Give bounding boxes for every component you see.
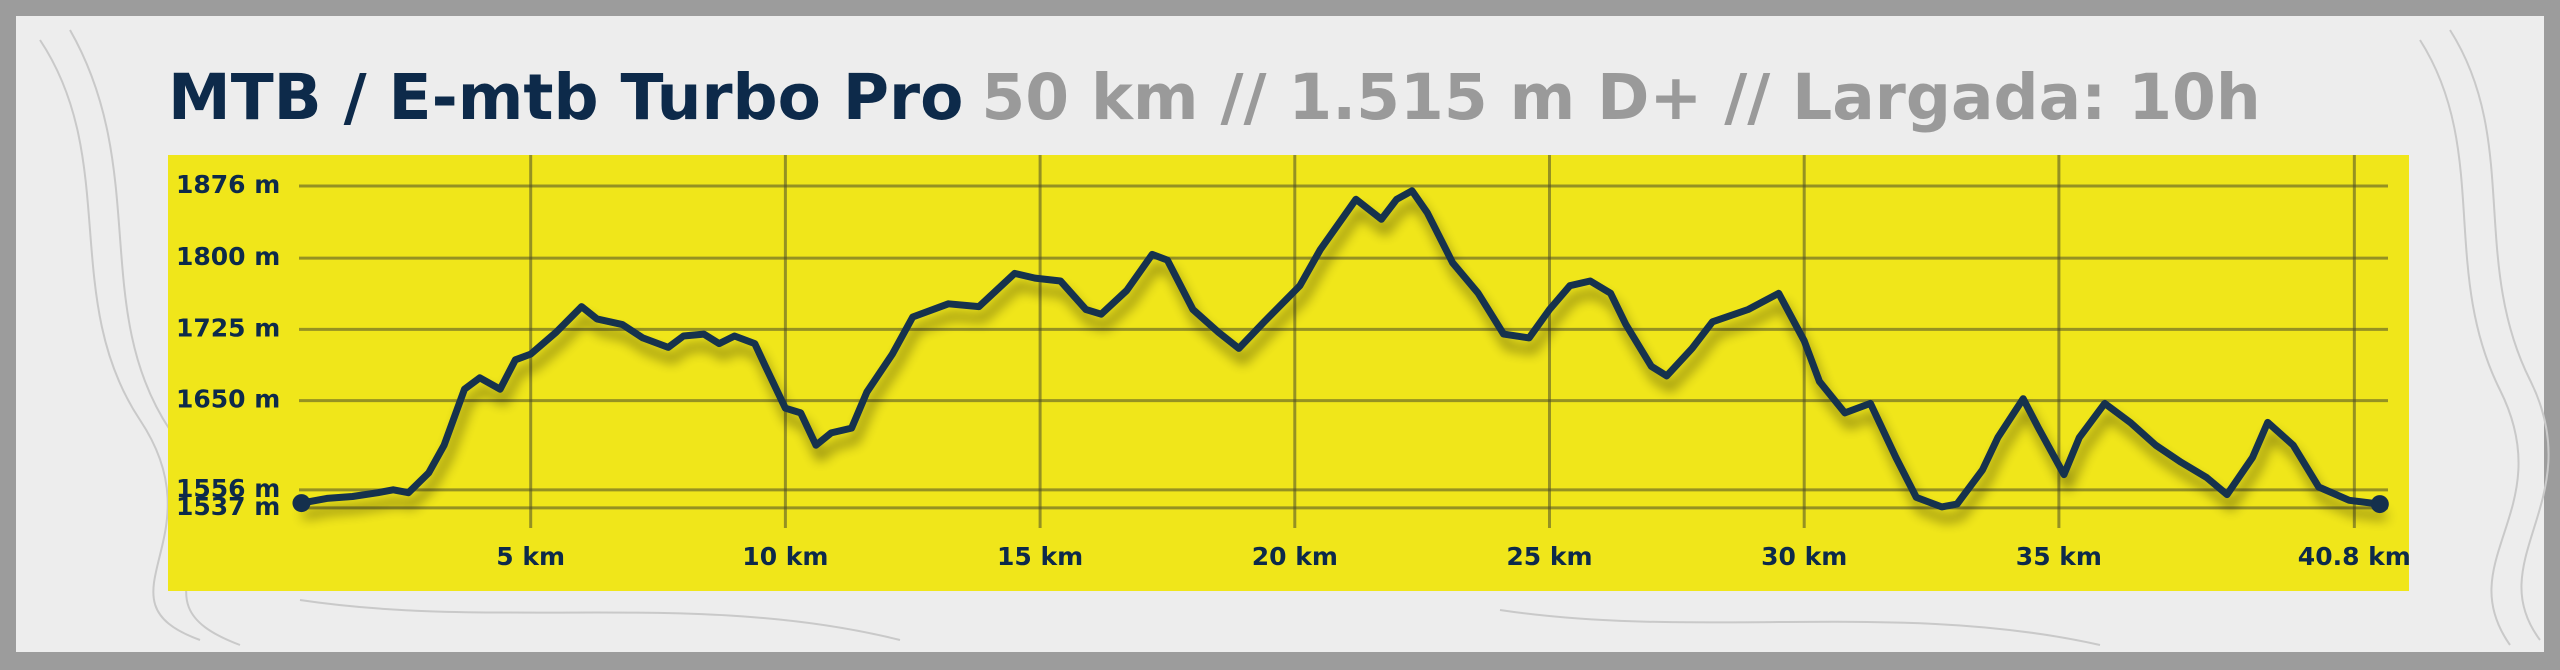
y-tick-label: 1800 m — [176, 242, 280, 271]
x-tick-label: 5 km — [496, 542, 565, 571]
elevation-line — [298, 187, 2384, 511]
plot-panel — [168, 155, 2409, 591]
y-tick-label: 1876 m — [176, 170, 280, 199]
x-tick-label: 20 km — [1252, 542, 1338, 571]
marks — [292, 187, 2389, 514]
y-tick-label: 1650 m — [176, 385, 280, 414]
x-tick-label: 30 km — [1761, 542, 1847, 571]
chart-subtitle: 50 km // 1.515 m D+ // Largada: 10h — [981, 61, 2260, 134]
x-tick-label: 35 km — [2016, 542, 2102, 571]
x-tick-label: 40.8 km — [2298, 542, 2411, 571]
grid — [299, 155, 2388, 528]
x-tick-label: 10 km — [742, 542, 828, 571]
contour-decoration — [39, 29, 2550, 646]
x-tick-label: 25 km — [1506, 542, 1592, 571]
chart-title: MTB / E-mtb Turbo Pro — [168, 61, 963, 134]
y-tick-label: 1537 m — [176, 492, 280, 521]
y-tick-label: 1725 m — [176, 313, 280, 342]
chart-heading: MTB / E-mtb Turbo Pro 50 km // 1.515 m D+… — [168, 61, 2261, 134]
x-tick-label: 15 km — [997, 542, 1083, 571]
endpoint-dot — [2370, 495, 2389, 514]
endpoint-dot — [292, 494, 311, 513]
y-tick-label: 1556 m — [176, 474, 280, 503]
